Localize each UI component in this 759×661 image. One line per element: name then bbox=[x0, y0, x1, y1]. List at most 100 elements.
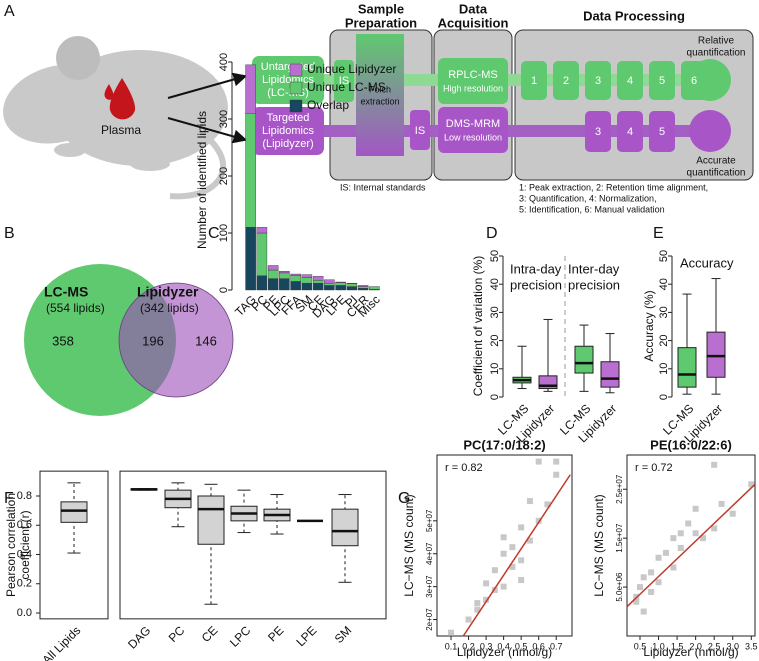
bar-segment bbox=[301, 282, 313, 291]
bar-segment bbox=[324, 282, 335, 286]
set-count: (554 lipids) bbox=[46, 301, 105, 315]
box bbox=[197, 495, 225, 545]
point bbox=[500, 583, 507, 590]
annotation: r = 0.72 bbox=[635, 462, 673, 474]
x-tick-label: 0.5 bbox=[634, 641, 647, 651]
step-label: 4 bbox=[627, 75, 633, 87]
plot-frame bbox=[39, 470, 109, 620]
y-tick-label: 30 bbox=[658, 306, 670, 318]
bar-segment bbox=[279, 270, 290, 274]
y-tick-label: 200 bbox=[218, 167, 230, 185]
legend-swatch bbox=[289, 81, 303, 95]
arrow bbox=[167, 117, 248, 144]
x-tick-label: 0.4 bbox=[497, 641, 510, 651]
box-label: (LC-MS) bbox=[267, 87, 309, 99]
bar-segment bbox=[245, 64, 256, 114]
y-tick-label: 0 bbox=[658, 394, 670, 400]
step-label: 6 bbox=[691, 75, 697, 87]
bar-segment bbox=[245, 113, 256, 228]
box bbox=[60, 501, 88, 523]
stage-header: Preparation bbox=[345, 15, 417, 30]
steps: 1 2 3 4 5 6 3 4 5 bbox=[521, 61, 707, 152]
point bbox=[670, 564, 677, 571]
y-tick-label: 10 bbox=[658, 363, 670, 375]
box-label: RPLC-MS bbox=[448, 69, 498, 81]
point bbox=[483, 596, 490, 603]
axis-label: Accuracy (%) bbox=[642, 290, 656, 361]
point bbox=[474, 606, 481, 613]
bar-segment bbox=[290, 281, 301, 291]
box bbox=[574, 345, 594, 374]
panel-label: E bbox=[653, 225, 664, 242]
y-tick-label: 50 bbox=[658, 250, 670, 262]
legend-label: Overlap bbox=[307, 98, 349, 112]
point bbox=[748, 481, 755, 488]
bar-segment bbox=[256, 227, 268, 234]
x-tick-label: 0.5 bbox=[515, 641, 528, 651]
arrow bbox=[167, 72, 248, 99]
axis-label: LC−MS (MS count) bbox=[402, 494, 416, 596]
point bbox=[655, 579, 662, 586]
folch-box bbox=[356, 34, 404, 156]
x-tick-label: All Lipids bbox=[40, 623, 84, 661]
box bbox=[706, 331, 726, 378]
endpoint-label: Relative bbox=[698, 36, 735, 47]
y-tick-label: 0.6 bbox=[17, 519, 32, 531]
workflow-box bbox=[252, 107, 324, 155]
bar-segment bbox=[335, 281, 346, 283]
y-tick-label: 20 bbox=[489, 334, 501, 346]
y-tick-label: 3e+07 bbox=[425, 575, 434, 598]
box-label: (Lipidyzer) bbox=[262, 138, 313, 150]
step-label: 3 bbox=[595, 126, 601, 138]
fit-line bbox=[626, 483, 756, 608]
point bbox=[670, 535, 677, 542]
x-tick-label: 0.3 bbox=[480, 641, 493, 651]
step-box bbox=[553, 61, 579, 100]
x-tick-label: 1.0 bbox=[652, 641, 665, 651]
step-label: 2 bbox=[563, 75, 569, 87]
point bbox=[640, 608, 647, 615]
x-tick-label: LPE bbox=[293, 623, 319, 649]
point bbox=[509, 563, 516, 570]
bar-segment bbox=[267, 269, 279, 279]
stage-header: Data bbox=[459, 1, 488, 16]
step-legend: 5: Identification, 6: Manual validation bbox=[519, 204, 665, 214]
set-name: LC-MS bbox=[44, 284, 88, 300]
fit-line bbox=[462, 474, 571, 637]
legend-swatch bbox=[289, 63, 303, 77]
point bbox=[677, 544, 684, 551]
legend-swatch bbox=[289, 99, 303, 113]
y-tick-label: 0 bbox=[218, 287, 230, 293]
chart-title: PC(17:0/18:2) bbox=[463, 437, 545, 452]
step-legend: 1: Peak extraction, 2: Retention time al… bbox=[519, 182, 708, 192]
panel-label: F bbox=[4, 490, 14, 507]
y-tick-label: 0 bbox=[489, 394, 501, 400]
stage-panel bbox=[433, 29, 513, 181]
bar-segment bbox=[301, 277, 313, 284]
y-tick-label: 2e+07 bbox=[425, 608, 434, 631]
step-box bbox=[585, 61, 611, 100]
point bbox=[500, 534, 507, 541]
step-box bbox=[617, 111, 643, 152]
panel-label: D bbox=[486, 225, 498, 242]
x-tick-label: 0.1 bbox=[445, 641, 458, 651]
bar-segment bbox=[324, 279, 335, 284]
plot-frame bbox=[436, 454, 573, 637]
y-tick-label: 40 bbox=[489, 278, 501, 290]
step-label: 5 bbox=[659, 126, 665, 138]
bar-segment bbox=[256, 275, 268, 291]
point bbox=[526, 537, 533, 544]
set-count: (342 lipids) bbox=[140, 301, 199, 315]
box bbox=[677, 347, 697, 388]
group-label: Inter-day bbox=[568, 261, 620, 276]
point bbox=[535, 517, 542, 524]
set-name: Lipidyzer bbox=[137, 284, 199, 300]
axis-label: Lipidyzer (nmol/g) bbox=[643, 645, 738, 659]
point bbox=[526, 498, 533, 505]
is-label: IS bbox=[339, 75, 349, 87]
x-tick-label: 2.5 bbox=[708, 641, 721, 651]
point bbox=[718, 500, 725, 507]
venn-value: 146 bbox=[195, 333, 217, 348]
bar-segment bbox=[346, 282, 358, 284]
point bbox=[640, 574, 647, 581]
